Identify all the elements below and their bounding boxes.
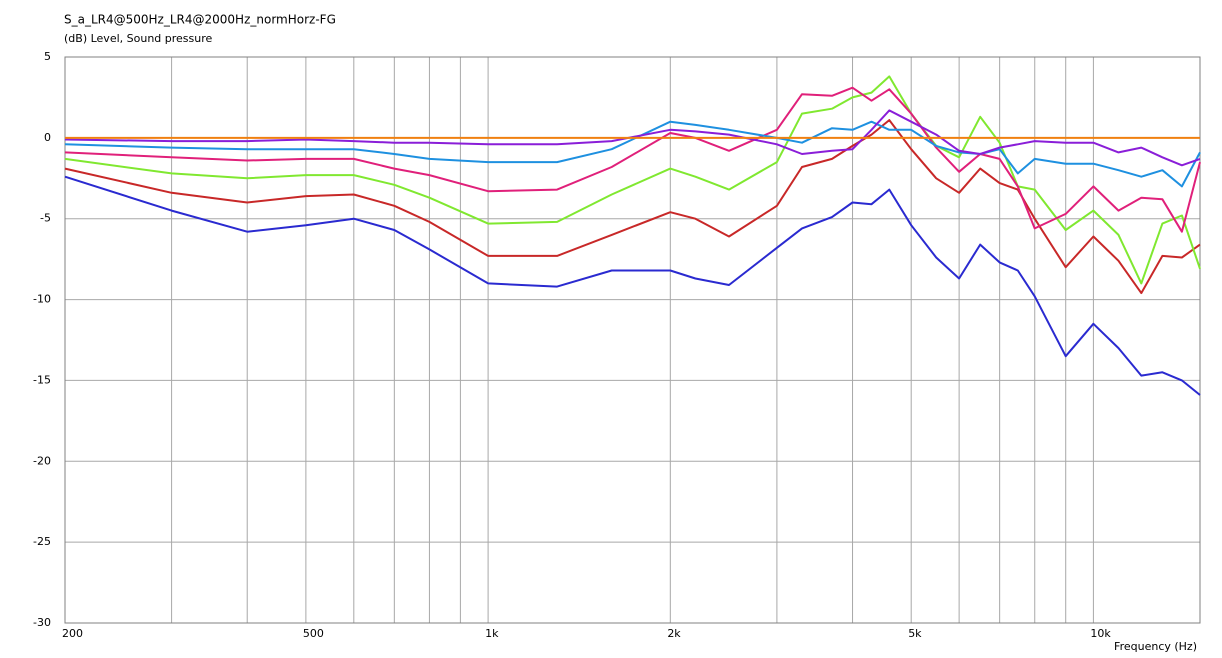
y-tick-label: 0 [44,131,51,144]
x-tick-label: 200 [62,627,83,640]
x-tick-label: 1k [485,627,499,640]
y-tick-label: -5 [40,212,51,225]
series-line [64,75,1201,285]
x-tick-label: 10k [1090,627,1111,640]
chart-subtitle: (dB) Level, Sound pressure [64,32,213,45]
y-tick-label: -20 [33,454,51,467]
y-tick-label: -10 [33,293,51,306]
x-tick-label: 5k [908,627,922,640]
x-tick-label: 500 [303,627,324,640]
series-line [64,86,1201,233]
plot-border [64,56,1201,624]
y-tick-label: 5 [44,50,51,63]
y-tick-label: -30 [33,616,51,629]
y-tick-label: -25 [33,535,51,548]
series-line [64,109,1201,167]
y-tick-label: -15 [33,373,51,386]
series-line [64,175,1201,396]
series-line [64,120,1201,188]
x-tick-label: 2k [667,627,681,640]
series-line [64,119,1201,295]
chart-title: S_a_LR4@500Hz_LR4@2000Hz_normHorz-FG [64,13,336,27]
x-axis-label: Frequency (Hz) [1114,640,1197,653]
